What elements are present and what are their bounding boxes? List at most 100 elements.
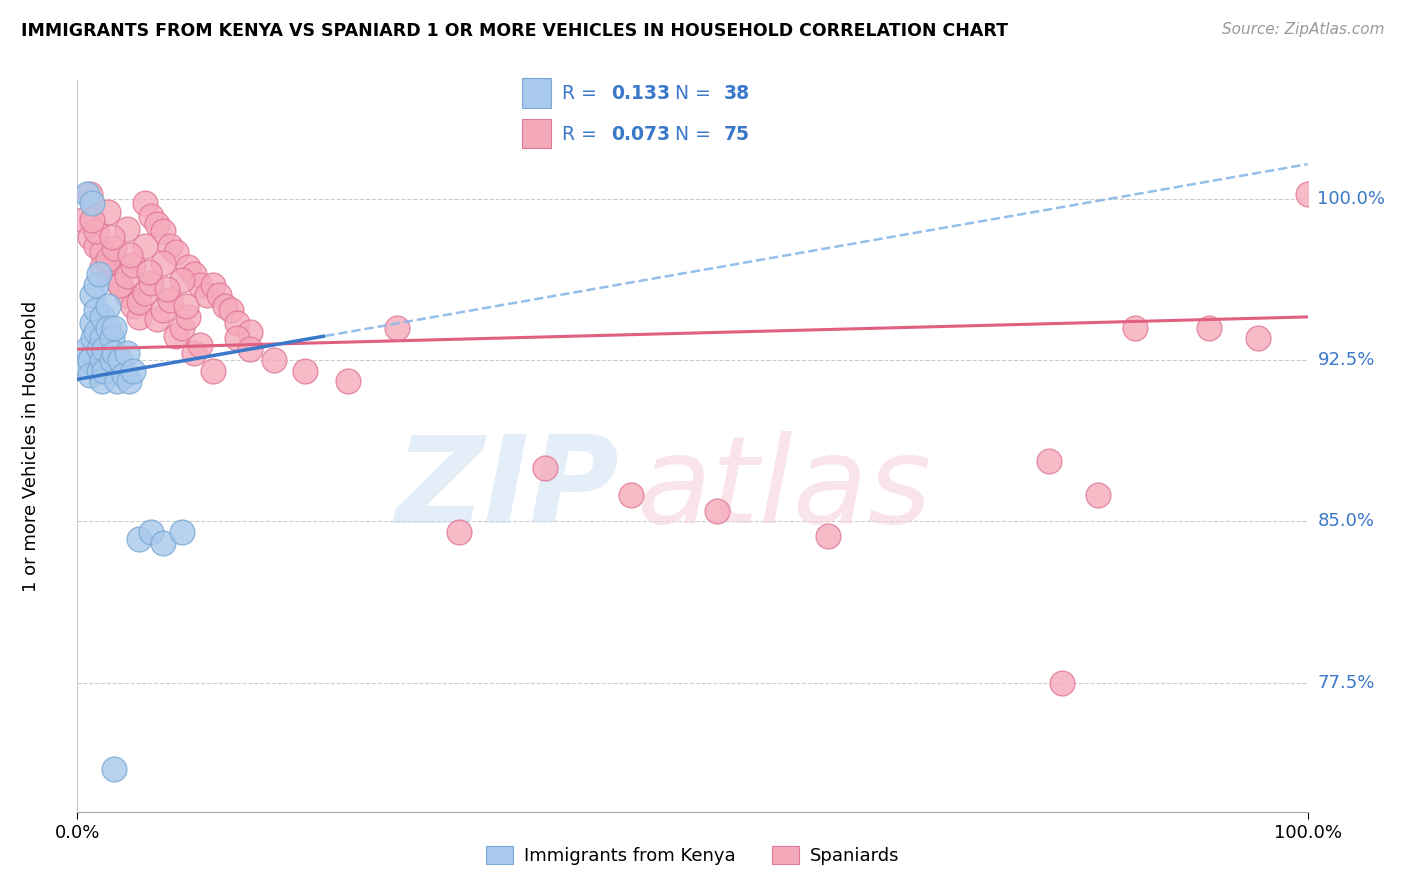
Point xyxy=(219,303,242,318)
Point xyxy=(141,209,163,223)
Point xyxy=(141,276,163,290)
Text: IMMIGRANTS FROM KENYA VS SPANIARD 1 OR MORE VEHICLES IN HOUSEHOLD CORRELATION CH: IMMIGRANTS FROM KENYA VS SPANIARD 1 OR M… xyxy=(21,22,1008,40)
Point xyxy=(195,288,218,302)
Point xyxy=(201,364,224,378)
Point xyxy=(84,303,107,318)
Point xyxy=(115,346,138,360)
Bar xyxy=(522,119,551,148)
Point xyxy=(146,218,169,232)
Text: 0.133: 0.133 xyxy=(612,84,671,103)
Point xyxy=(138,265,160,279)
Point xyxy=(118,375,141,389)
Point xyxy=(170,320,193,334)
Point xyxy=(152,256,174,270)
Text: 38: 38 xyxy=(724,84,749,103)
Point xyxy=(294,364,316,378)
Text: 1 or more Vehicles in Household: 1 or more Vehicles in Household xyxy=(21,301,39,591)
Text: 0.073: 0.073 xyxy=(612,125,671,144)
Legend: Immigrants from Kenya, Spaniards: Immigrants from Kenya, Spaniards xyxy=(478,838,907,872)
Point xyxy=(97,204,120,219)
Point xyxy=(165,329,187,343)
Point xyxy=(201,277,224,292)
Point xyxy=(103,241,125,255)
Point xyxy=(89,342,111,356)
Point xyxy=(208,288,231,302)
Text: 92.5%: 92.5% xyxy=(1317,351,1375,369)
Point xyxy=(84,239,107,253)
Point xyxy=(239,325,262,339)
Point xyxy=(188,277,212,292)
Point xyxy=(1125,320,1147,334)
Point xyxy=(97,320,120,334)
Point xyxy=(159,293,181,307)
Point xyxy=(152,224,174,238)
Point xyxy=(82,213,104,227)
Point xyxy=(128,310,150,324)
Point xyxy=(115,288,138,302)
Point xyxy=(90,353,114,368)
Point xyxy=(152,303,174,318)
Point xyxy=(183,346,205,360)
Point xyxy=(79,187,101,202)
Point xyxy=(817,529,839,543)
Point xyxy=(97,299,120,313)
Point xyxy=(103,762,125,776)
Point xyxy=(82,317,104,331)
Point xyxy=(110,353,132,368)
Text: ZIP: ZIP xyxy=(395,432,619,549)
Point xyxy=(170,524,193,539)
Point xyxy=(82,195,104,210)
Point xyxy=(72,357,94,371)
Point xyxy=(534,460,557,475)
Text: N =: N = xyxy=(675,84,717,103)
Point xyxy=(170,273,193,287)
Point xyxy=(84,277,107,292)
Point xyxy=(90,375,114,389)
Point xyxy=(82,288,104,302)
Point xyxy=(1050,675,1073,690)
Point xyxy=(177,310,200,324)
Text: R =: R = xyxy=(562,84,603,103)
Point xyxy=(90,260,114,275)
Point xyxy=(146,312,169,326)
Point xyxy=(103,346,125,360)
Point xyxy=(110,277,132,292)
Text: 75: 75 xyxy=(724,125,749,144)
Text: R =: R = xyxy=(562,125,603,144)
Point xyxy=(156,282,179,296)
Point xyxy=(121,364,143,378)
Point xyxy=(110,277,132,292)
Point xyxy=(1296,187,1319,202)
Point xyxy=(105,375,128,389)
Point xyxy=(115,221,138,235)
Point xyxy=(152,536,174,550)
Point xyxy=(226,317,249,331)
Point xyxy=(239,342,262,356)
Point xyxy=(82,331,104,345)
Point xyxy=(76,342,98,356)
Point xyxy=(1087,488,1109,502)
Point xyxy=(103,267,125,281)
Bar xyxy=(522,78,551,108)
Point xyxy=(101,331,124,345)
Point xyxy=(115,268,138,283)
Point xyxy=(447,524,470,539)
Point xyxy=(89,364,111,378)
Point xyxy=(84,224,107,238)
Point xyxy=(706,503,728,517)
Point xyxy=(79,353,101,368)
Point xyxy=(93,342,115,356)
Point xyxy=(174,299,197,313)
Point xyxy=(134,286,156,301)
Point xyxy=(72,213,94,227)
Point xyxy=(101,230,124,244)
Point xyxy=(141,524,163,539)
Point xyxy=(121,299,143,313)
Point xyxy=(226,331,249,345)
Text: N =: N = xyxy=(675,125,717,144)
Point xyxy=(1247,331,1270,345)
Point xyxy=(90,245,114,260)
Point xyxy=(128,294,150,309)
Point xyxy=(620,488,643,502)
Point xyxy=(188,338,212,352)
